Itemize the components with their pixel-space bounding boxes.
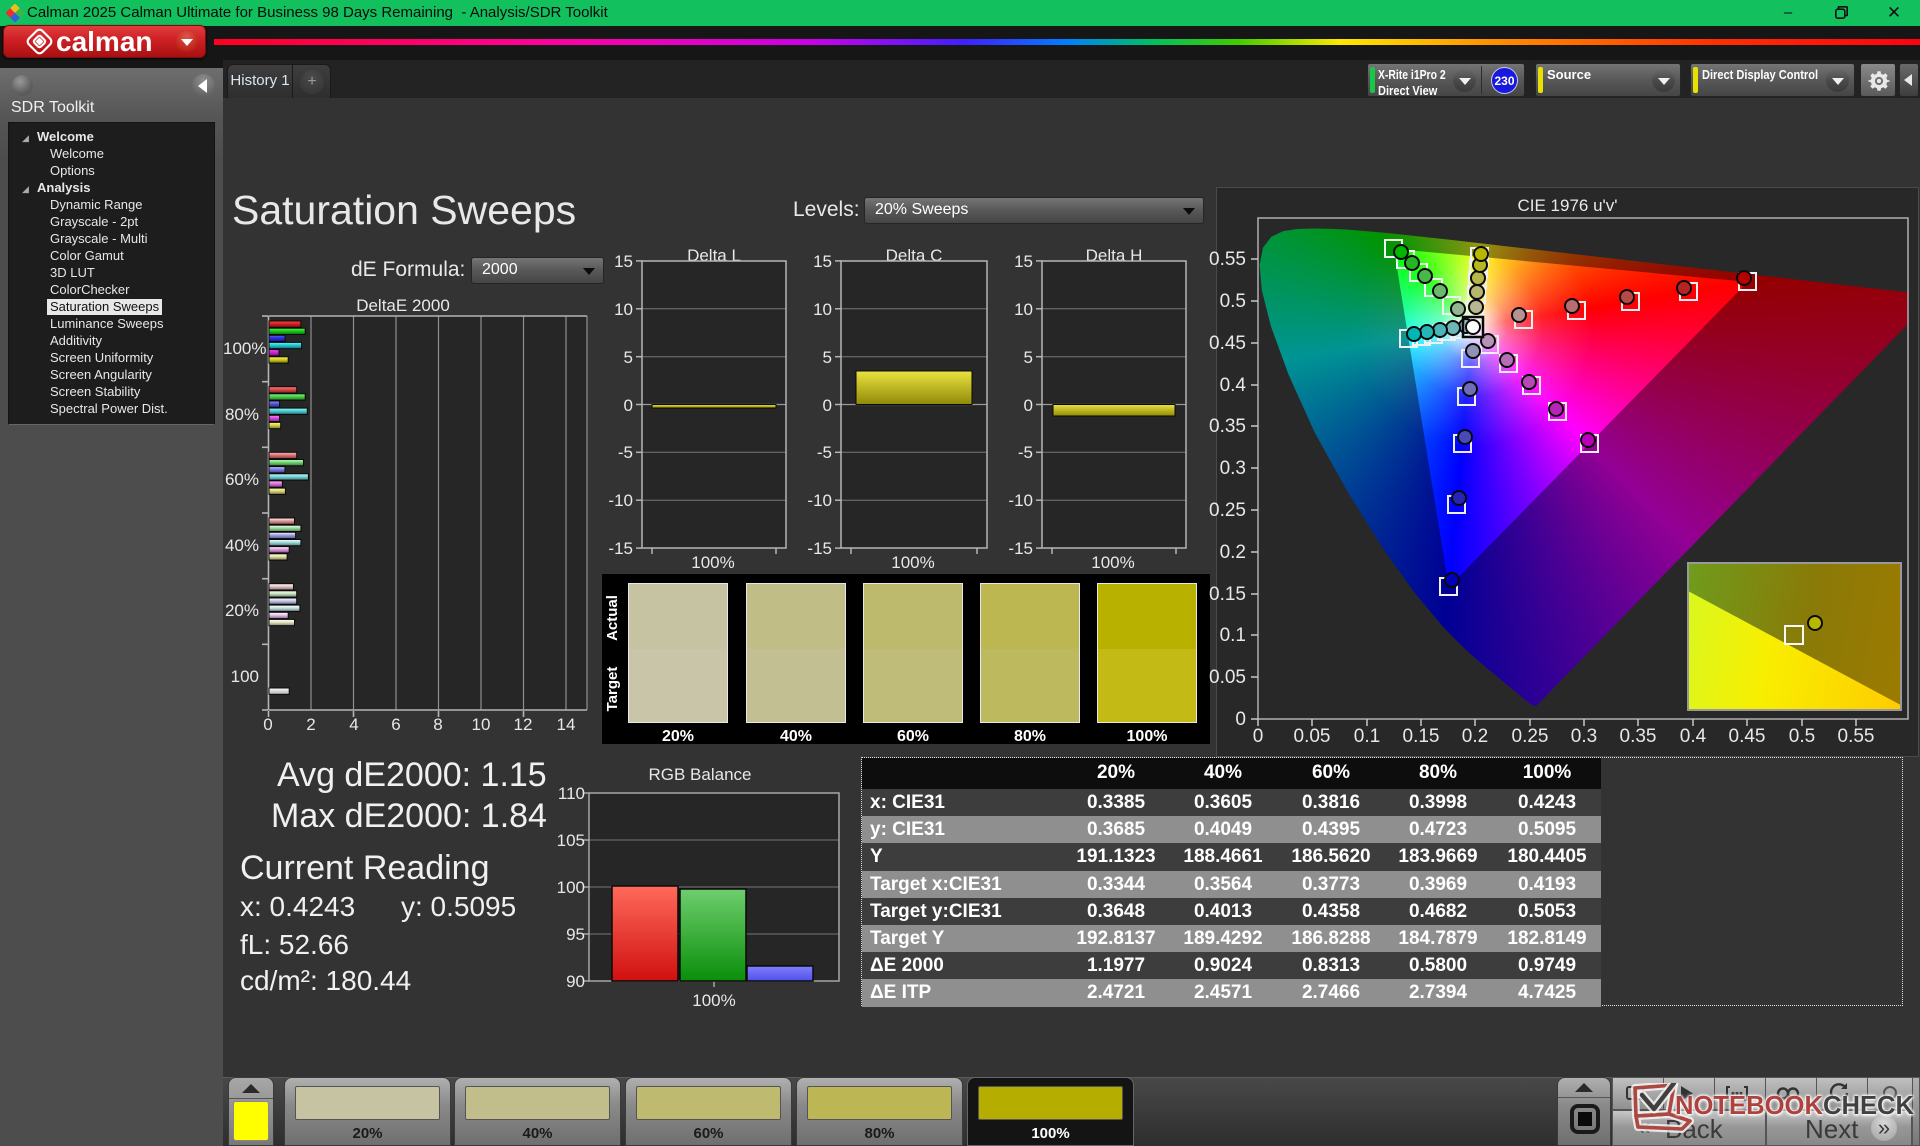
svg-text:95: 95 [566, 925, 585, 944]
svg-text:10: 10 [813, 300, 832, 319]
svg-text:0.05: 0.05 [1209, 667, 1246, 688]
svg-text:0.4: 0.4 [1220, 375, 1247, 396]
svg-text:0.5: 0.5 [1220, 291, 1246, 312]
svg-text:105: 105 [557, 831, 585, 850]
svg-text:0.45: 0.45 [1729, 726, 1766, 747]
svg-text:-5: -5 [1018, 443, 1033, 462]
svg-text:0.4: 0.4 [1680, 726, 1707, 747]
svg-text:0: 0 [1253, 726, 1264, 747]
svg-text:5: 5 [624, 348, 633, 367]
svg-text:0.1: 0.1 [1220, 625, 1246, 646]
svg-text:-15: -15 [1008, 539, 1033, 558]
svg-text:100: 100 [557, 878, 585, 897]
svg-text:0.45: 0.45 [1209, 333, 1246, 354]
svg-text:0.15: 0.15 [1209, 584, 1246, 605]
svg-text:100%: 100% [692, 991, 735, 1010]
svg-text:-10: -10 [1008, 491, 1033, 510]
svg-text:0.55: 0.55 [1209, 249, 1246, 270]
svg-text:0: 0 [1235, 709, 1246, 730]
svg-text:0.15: 0.15 [1403, 726, 1440, 747]
svg-text:0.3: 0.3 [1571, 726, 1597, 747]
svg-text:0.55: 0.55 [1838, 726, 1875, 747]
svg-text:-15: -15 [608, 539, 633, 558]
svg-text:0.25: 0.25 [1512, 726, 1549, 747]
svg-text:-15: -15 [807, 539, 832, 558]
svg-text:10: 10 [1014, 300, 1033, 319]
svg-text:15: 15 [813, 252, 832, 271]
svg-text:0: 0 [823, 396, 832, 415]
svg-text:5: 5 [823, 348, 832, 367]
svg-text:0: 0 [624, 396, 633, 415]
svg-text:-5: -5 [618, 443, 633, 462]
svg-text:0.05: 0.05 [1294, 726, 1331, 747]
svg-text:5: 5 [1024, 348, 1033, 367]
svg-text:15: 15 [1014, 252, 1033, 271]
svg-text:-5: -5 [817, 443, 832, 462]
svg-text:0: 0 [1024, 396, 1033, 415]
svg-text:0.5: 0.5 [1789, 726, 1815, 747]
svg-text:0.2: 0.2 [1220, 542, 1246, 563]
svg-text:0.35: 0.35 [1620, 726, 1657, 747]
svg-text:-10: -10 [807, 491, 832, 510]
svg-text:90: 90 [566, 972, 585, 991]
svg-text:10: 10 [614, 300, 633, 319]
svg-text:0.3: 0.3 [1220, 458, 1246, 479]
svg-text:15: 15 [614, 252, 633, 271]
svg-text:0.1: 0.1 [1354, 726, 1380, 747]
svg-text:0.35: 0.35 [1209, 416, 1246, 437]
svg-text:0.25: 0.25 [1209, 500, 1246, 521]
svg-text:0.2: 0.2 [1462, 726, 1488, 747]
svg-text:-10: -10 [608, 491, 633, 510]
svg-text:110: 110 [558, 784, 585, 803]
